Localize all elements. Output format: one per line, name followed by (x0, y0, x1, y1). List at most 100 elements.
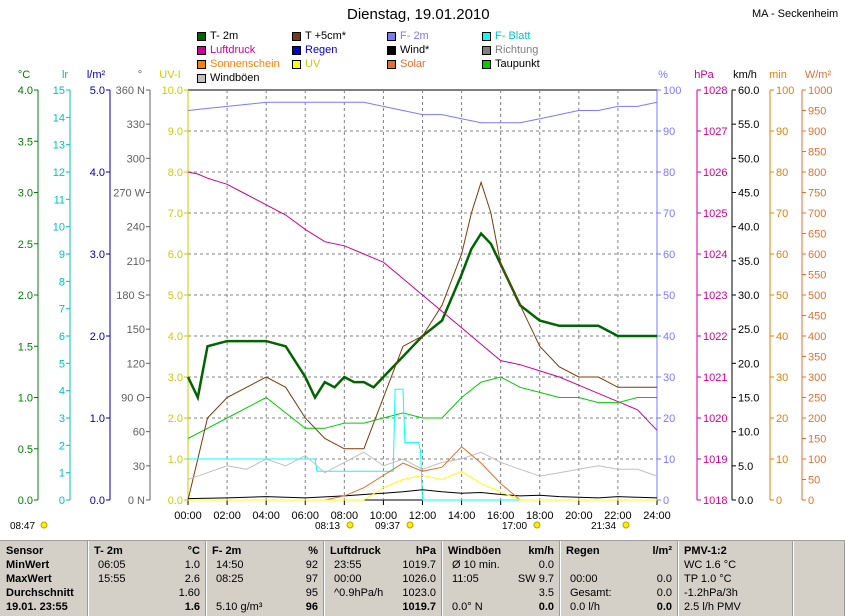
legend-item-luftdruck: Luftdruck (197, 44, 255, 56)
stats-col-f2m: F- 2m% 14:50 92 08:25 97 95 5.10 g/m³ 96 (206, 541, 325, 616)
right-axis-tick-label: 1027 (703, 126, 727, 138)
left-axis-tick-label: 3.5 (18, 136, 33, 148)
right-axis-tick-label: 45.0 (738, 188, 759, 200)
legend-label: F- 2m (400, 30, 429, 42)
stats-value: 3.5 (538, 587, 554, 599)
stats-time: ^0.9hPa/h (334, 587, 384, 599)
left-axis-tick-label: 120 (127, 358, 145, 370)
right-axis-tick-label: 20.0 (738, 358, 759, 370)
right-axis-tick-label: 50 (776, 290, 788, 302)
stats-value: 96 (305, 601, 318, 613)
left-axis-tick-label: 6.0 (168, 249, 183, 261)
left-axis-tick-label: 4 (59, 386, 65, 398)
legend-item-uv: UV (292, 58, 320, 70)
legend-item-t-5cm: T +5cm* (292, 30, 346, 42)
legend-swatch (292, 59, 301, 69)
stats-value: 0.0 (538, 559, 554, 571)
legend-swatch (197, 59, 206, 69)
series-line-luftdruck (187, 171, 658, 431)
stats-value: 1.0 (184, 559, 200, 571)
left-axis-tick-label: 4.0 (18, 85, 33, 97)
series-line-solar (188, 446, 657, 501)
left-axis-tick-label: 0.0 (18, 495, 33, 507)
stats-col-druck: Luftdruck hPa 23:55 1019.7 00:00 1026.0 ^0.9hP… (324, 541, 443, 616)
right-axis-tick-label: 550 (808, 270, 826, 282)
right-axis-tick-label: 1023 (703, 290, 727, 302)
stats-unit: hPa (415, 545, 436, 557)
stats-unit: km/h (528, 545, 554, 557)
right-axis-tick-label: 0 (663, 495, 669, 507)
right-axis-tick-label: 70 (663, 208, 675, 220)
left-axis-tick-label: 2.5 (18, 239, 33, 251)
left-axis-tick-label: 210 (127, 256, 145, 268)
stats-time: 08:25 (216, 573, 244, 585)
legend-swatch (387, 45, 396, 55)
right-axis-tick-label: 30 (663, 372, 675, 384)
sun-marker-label: 21:34 (591, 521, 616, 532)
right-axis-unit: hPa (694, 69, 714, 81)
stats-row: Ø 10 min. 0.0 (442, 559, 560, 573)
legend-swatch (482, 31, 491, 41)
left-axis-tick-label: 8.0 (168, 167, 183, 179)
legend-swatch (197, 31, 206, 41)
stats-header-row: Luftdruck hPa (324, 545, 442, 559)
stats-time: 14:50 (216, 559, 244, 571)
stats-row: 00:00 1026.0 (324, 573, 442, 587)
stats-row: WC 1.6 °C (678, 559, 793, 573)
legend-swatch (482, 45, 491, 55)
stats-header-row: F- 2m% (206, 545, 324, 559)
stats-header: F- 2m (212, 545, 242, 557)
left-axis-tick-label: 6 (59, 331, 65, 343)
legend-label: Regen (305, 44, 338, 56)
right-axis-tick-label: 60.0 (738, 85, 759, 97)
series-line-taupunkt (187, 376, 657, 439)
right-axis-tick-label: 350 (808, 352, 826, 364)
left-axis-tick-label: 4.0 (90, 167, 105, 179)
series-line-wind (187, 489, 658, 500)
stats-unit: % (308, 545, 318, 557)
right-axis-tick-label: 40.0 (738, 222, 759, 234)
sun-marker-label: 09:37 (375, 521, 400, 532)
left-axis-unit: °C (18, 69, 30, 81)
left-axis-tick-label: 8 (59, 276, 65, 288)
stats-row: 1019.7 (324, 601, 442, 615)
right-axis-tick-label: 600 (808, 249, 826, 261)
stats-value: 1023.0 (402, 587, 436, 599)
stats-row: TP 1.0 °C (678, 573, 793, 587)
left-axis-unit: lr (62, 69, 68, 81)
right-axis-tick-label: 650 (808, 229, 826, 241)
right-axis-tick-label: 30.0 (738, 290, 759, 302)
stats-time: 11:05 (452, 573, 479, 585)
left-axis-tick-label: 150 (127, 324, 145, 336)
left-axis-tick-label: 1.0 (90, 413, 105, 425)
left-axis-tick-label: 300 (127, 153, 145, 165)
stats-value: 1019.7 (402, 601, 436, 613)
right-axis-tick-label: 950 (808, 106, 826, 118)
stats-col-regen: Regen l/m² 00:00 0.0 Gesamt: 0.0 0.0 l/h 0.0 (560, 541, 679, 616)
stats-row: MaxWert (0, 573, 88, 587)
left-axis-tick-label: 9.0 (168, 126, 183, 138)
x-tick-label: 14:00 (448, 510, 476, 522)
stats-time: 23:55 (334, 559, 362, 571)
right-axis-tick-label: 700 (808, 208, 826, 220)
right-axis-tick-label: 40 (663, 331, 675, 343)
left-axis-tick-label: 14 (53, 112, 65, 124)
legend-item-solar: Solar (387, 58, 426, 70)
stats-row-label: MaxWert (6, 573, 52, 585)
right-axis-unit: % (658, 69, 668, 81)
stats-row: 11:05 SW 9.7 (442, 573, 560, 587)
series-line-t-2m (186, 231, 657, 402)
stats-value: 0.0 (538, 601, 554, 613)
left-axis-tick-label: 5 (59, 358, 65, 370)
right-axis-tick-label: 150 (808, 434, 826, 446)
stats-row: 14:50 92 (206, 559, 324, 573)
left-axis-tick-label: 3.0 (18, 188, 33, 200)
legend-item-f-2m: F- 2m (387, 30, 429, 42)
legend-swatch (197, 73, 206, 83)
stats-row-label: 19.01. 23:55 (6, 601, 68, 613)
stats-row: 1.60 (88, 587, 206, 601)
x-tick-label: 22:00 (604, 510, 632, 522)
left-axis-tick-label: 11 (54, 194, 65, 206)
right-axis-tick-label: 20 (776, 413, 788, 425)
stats-value: 2.6 (184, 573, 200, 585)
